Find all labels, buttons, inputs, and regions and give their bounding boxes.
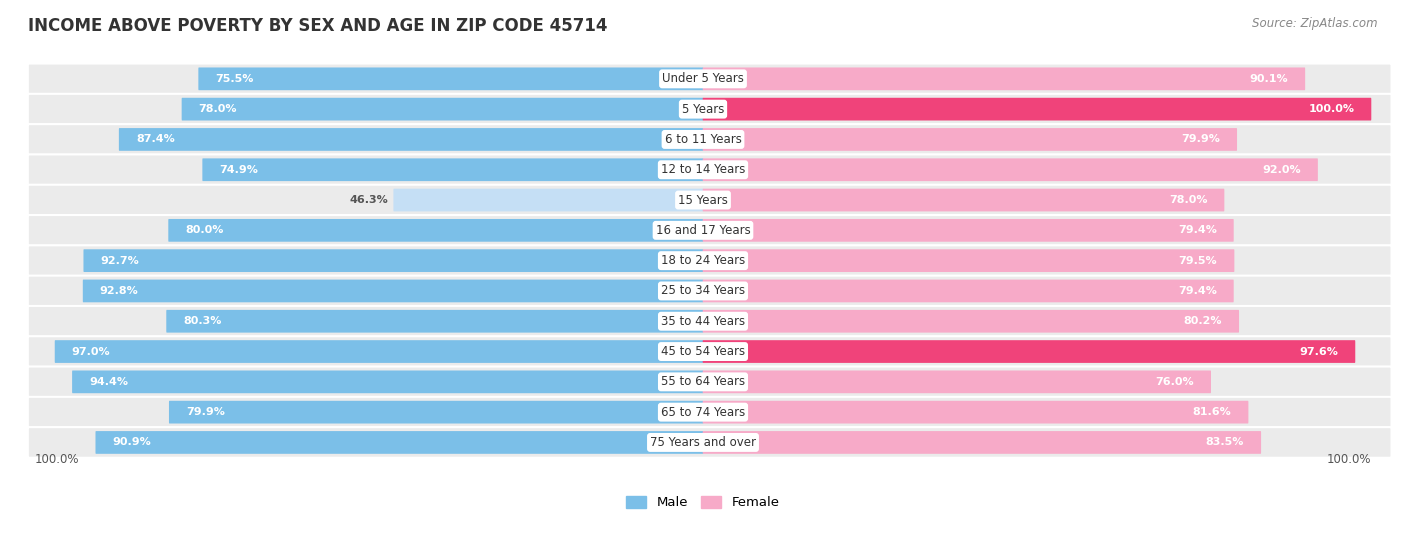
Text: 83.5%: 83.5% [1206,438,1244,447]
FancyBboxPatch shape [28,215,1392,245]
Text: 92.0%: 92.0% [1263,165,1301,175]
Text: 80.3%: 80.3% [183,316,222,326]
Text: 25 to 34 Years: 25 to 34 Years [661,285,745,297]
Text: 45 to 54 Years: 45 to 54 Years [661,345,745,358]
Text: 78.0%: 78.0% [1168,195,1208,205]
Text: 100.0%: 100.0% [1308,104,1354,114]
Text: 87.4%: 87.4% [136,135,174,144]
Text: 6 to 11 Years: 6 to 11 Years [665,133,741,146]
FancyBboxPatch shape [703,98,1371,121]
FancyBboxPatch shape [703,431,1261,454]
FancyBboxPatch shape [703,401,1249,424]
Text: 16 and 17 Years: 16 and 17 Years [655,224,751,237]
FancyBboxPatch shape [28,427,1392,458]
Text: 100.0%: 100.0% [35,453,80,466]
FancyBboxPatch shape [28,397,1392,428]
Text: 5 Years: 5 Years [682,103,724,116]
Text: 78.0%: 78.0% [198,104,238,114]
FancyBboxPatch shape [83,280,703,302]
Text: INCOME ABOVE POVERTY BY SEX AND AGE IN ZIP CODE 45714: INCOME ABOVE POVERTY BY SEX AND AGE IN Z… [28,17,607,35]
FancyBboxPatch shape [28,64,1392,94]
Legend: Male, Female: Male, Female [621,490,785,514]
Text: 80.0%: 80.0% [186,225,224,235]
FancyBboxPatch shape [120,128,703,151]
FancyBboxPatch shape [166,310,703,333]
Text: 79.4%: 79.4% [1178,286,1216,296]
Text: 79.9%: 79.9% [186,407,225,417]
Text: Under 5 Years: Under 5 Years [662,72,744,86]
FancyBboxPatch shape [28,337,1392,367]
Text: 79.5%: 79.5% [1178,255,1218,266]
Text: 100.0%: 100.0% [1326,453,1371,466]
FancyBboxPatch shape [28,94,1392,125]
FancyBboxPatch shape [202,158,703,181]
Text: 35 to 44 Years: 35 to 44 Years [661,315,745,328]
Text: 55 to 64 Years: 55 to 64 Years [661,375,745,389]
Text: 90.9%: 90.9% [112,438,152,447]
FancyBboxPatch shape [169,219,703,241]
Text: 74.9%: 74.9% [219,165,259,175]
Text: 81.6%: 81.6% [1192,407,1232,417]
Text: 97.6%: 97.6% [1299,347,1339,357]
FancyBboxPatch shape [394,189,703,211]
FancyBboxPatch shape [28,306,1392,337]
Text: 92.8%: 92.8% [100,286,139,296]
FancyBboxPatch shape [198,68,703,90]
FancyBboxPatch shape [181,98,703,121]
FancyBboxPatch shape [703,219,1233,241]
Text: 79.4%: 79.4% [1178,225,1216,235]
FancyBboxPatch shape [703,128,1237,151]
FancyBboxPatch shape [55,340,703,363]
Text: 75 Years and over: 75 Years and over [650,436,756,449]
FancyBboxPatch shape [703,310,1239,333]
Text: 12 to 14 Years: 12 to 14 Years [661,163,745,176]
Text: 18 to 24 Years: 18 to 24 Years [661,254,745,267]
FancyBboxPatch shape [28,154,1392,185]
Text: 90.1%: 90.1% [1250,74,1288,84]
FancyBboxPatch shape [28,367,1392,397]
Text: 79.9%: 79.9% [1181,135,1220,144]
Text: 75.5%: 75.5% [215,74,253,84]
Text: 80.2%: 80.2% [1184,316,1222,326]
FancyBboxPatch shape [72,371,703,393]
FancyBboxPatch shape [703,371,1211,393]
FancyBboxPatch shape [28,184,1392,215]
FancyBboxPatch shape [703,68,1305,90]
Text: 94.4%: 94.4% [89,377,128,387]
FancyBboxPatch shape [703,189,1225,211]
FancyBboxPatch shape [28,124,1392,155]
Text: 76.0%: 76.0% [1156,377,1194,387]
FancyBboxPatch shape [96,431,703,454]
FancyBboxPatch shape [703,249,1234,272]
Text: 97.0%: 97.0% [72,347,111,357]
Text: 46.3%: 46.3% [350,195,388,205]
Text: 15 Years: 15 Years [678,193,728,206]
FancyBboxPatch shape [703,158,1317,181]
FancyBboxPatch shape [169,401,703,424]
Text: 92.7%: 92.7% [100,255,139,266]
FancyBboxPatch shape [703,340,1355,363]
FancyBboxPatch shape [28,276,1392,306]
FancyBboxPatch shape [83,249,703,272]
FancyBboxPatch shape [703,280,1233,302]
Text: Source: ZipAtlas.com: Source: ZipAtlas.com [1253,17,1378,30]
Text: 65 to 74 Years: 65 to 74 Years [661,406,745,419]
FancyBboxPatch shape [28,245,1392,276]
